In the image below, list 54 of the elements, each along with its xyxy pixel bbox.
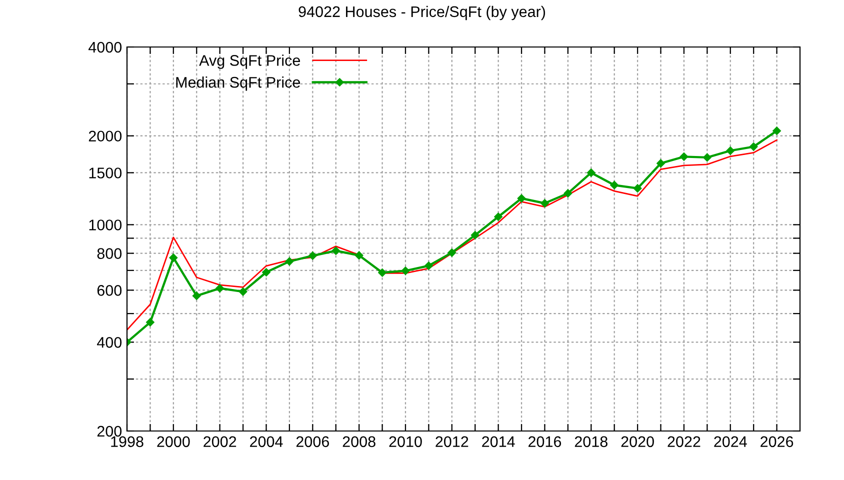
point (378, 268, 386, 277)
y-tick-label: 800 (97, 248, 122, 259)
point (656, 159, 665, 168)
x-tick-label: 2010 (389, 436, 422, 448)
point (285, 257, 294, 266)
point (494, 212, 502, 221)
x-tick-label: 2018 (574, 436, 608, 448)
y-tick-label: 1500 (89, 168, 122, 178)
legend-label: Avg SqFt Price (199, 54, 300, 69)
point (401, 266, 410, 275)
point (470, 230, 480, 240)
point (633, 184, 642, 192)
point (448, 248, 456, 257)
x-tick-label: 2000 (157, 436, 190, 448)
point (262, 268, 270, 276)
x-tick-label: 2008 (342, 436, 376, 448)
y-tick-label: 400 (97, 337, 122, 348)
point (517, 194, 526, 203)
point (726, 146, 735, 155)
x-tick-label: 2020 (621, 436, 654, 448)
y-tick-label: 4000 (88, 42, 122, 53)
x-tick-label: 2026 (760, 436, 794, 448)
point (308, 252, 317, 260)
point (772, 126, 781, 135)
point (238, 288, 248, 296)
point (216, 284, 224, 292)
chart-title: 94022 Houses - Price/SqFt (by year) (298, 6, 546, 20)
point (680, 152, 688, 161)
point (540, 199, 549, 208)
x-tick-label: 1998 (111, 436, 144, 448)
x-tick-label: 2004 (250, 436, 283, 448)
point (169, 254, 178, 262)
x-tick-label: 2014 (482, 436, 515, 448)
x-tick-label: 2002 (204, 436, 236, 448)
point (749, 142, 758, 151)
point (703, 153, 712, 162)
point (332, 246, 340, 255)
point (192, 292, 201, 300)
x-tick-label: 2006 (296, 436, 329, 448)
point (146, 318, 154, 326)
point (610, 180, 618, 190)
y-tick-label: 600 (97, 285, 122, 296)
point (587, 168, 596, 177)
point (564, 189, 572, 198)
x-tick-label: 2016 (528, 436, 562, 448)
point (424, 262, 433, 270)
y-tick-label: 2000 (88, 130, 122, 142)
x-tick-label: 2022 (668, 436, 700, 448)
point (354, 251, 364, 260)
y-tick-label: 1000 (89, 220, 122, 230)
x-tick-label: 2012 (436, 436, 468, 448)
y-tick-label: 200 (97, 426, 122, 437)
legend-label: Median SqFt Price (176, 76, 300, 91)
x-tick-label: 2024 (714, 436, 747, 448)
